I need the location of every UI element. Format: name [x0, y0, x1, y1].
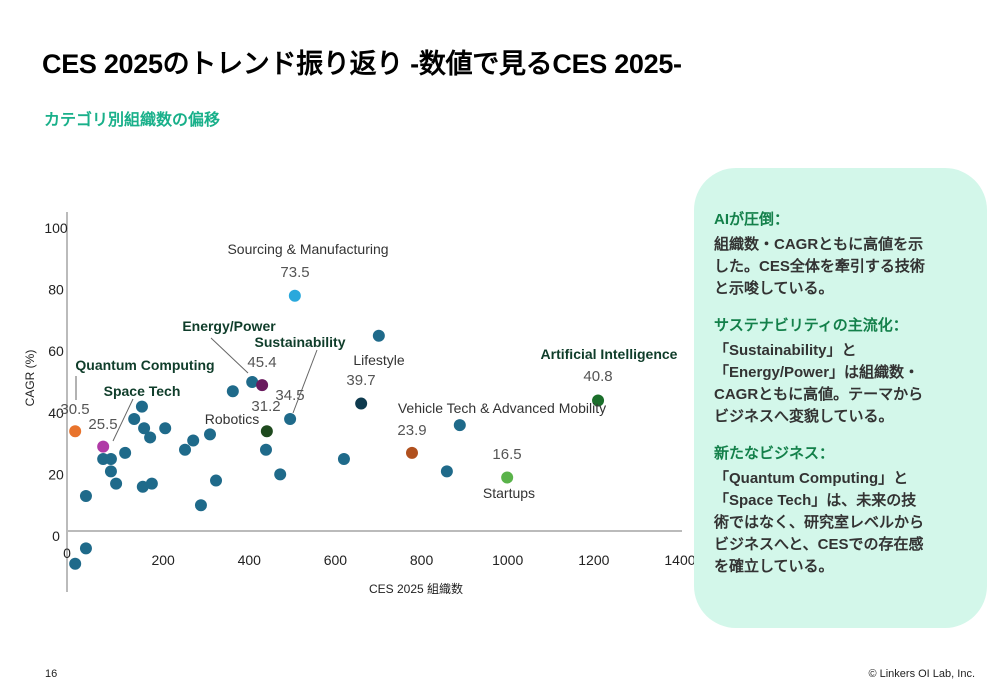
data-point [79, 489, 92, 502]
data-point [179, 443, 192, 456]
label-quantum: Quantum Computing [75, 357, 214, 373]
data-point [187, 434, 200, 447]
x-axis-title: CES 2025 組織数 [369, 581, 463, 596]
data-point [405, 446, 418, 459]
insight-heading: サステナビリティの主流化： [714, 317, 908, 334]
data-point [159, 422, 172, 435]
x-tick-label: 0 [63, 545, 71, 561]
value-lifestyle: 39.7 [346, 372, 375, 389]
value-sourcing: 73.5 [280, 264, 309, 281]
label-ai: Artificial Intelligence [541, 346, 678, 362]
value-ai: 40.8 [583, 368, 612, 385]
data-point [440, 465, 453, 478]
data-point [372, 329, 385, 342]
x-tick-label: 800 [410, 552, 434, 568]
x-tick-label: 1400 [664, 552, 695, 568]
x-tick-label: 200 [151, 552, 175, 568]
x-tick-label: 400 [238, 552, 262, 568]
x-tick-label: 1000 [492, 552, 523, 568]
data-point [259, 443, 272, 456]
data-point [256, 379, 269, 392]
label-sustainability: Sustainability [254, 334, 345, 350]
data-point [97, 440, 110, 453]
data-point [135, 400, 148, 413]
data-point [128, 412, 141, 425]
data-point [355, 397, 368, 410]
y-axis-title: CAGR (%) [23, 350, 37, 407]
data-point [592, 394, 605, 407]
data-point [288, 289, 301, 302]
data-point [104, 453, 117, 465]
insight-body: 「Sustainability」と 「Energy/Power」は組織数・ CA… [714, 342, 924, 425]
data-point [210, 474, 223, 487]
data-point [104, 465, 117, 478]
page-title: CES 2025のトレンド振り返り -数値で見るCES 2025- [42, 49, 682, 79]
data-point [136, 480, 149, 493]
data-point [260, 425, 273, 438]
label-lifestyle: Lifestyle [353, 352, 405, 368]
data-point [110, 477, 123, 490]
x-tick-label: 600 [324, 552, 348, 568]
value-sustainability: 34.5 [275, 387, 304, 404]
chart-subtitle: カテゴリ別組織数の偏移 [44, 112, 221, 129]
data-point [274, 468, 287, 481]
data-point [145, 477, 158, 490]
data-point [144, 431, 157, 444]
scatter-chart: 0 200 400 600 800 1000 1200 1400 0 20 40 60 80 100 C… [23, 212, 696, 596]
y-tick-label: 100 [44, 220, 68, 236]
y-tick-label: 0 [52, 528, 60, 544]
data-point [246, 376, 259, 388]
page-number: 16 [45, 668, 58, 680]
insight-body: 組織数・CAGRともに高値を示 した。CES全体を牽引する技術 と示唆している。 [714, 236, 925, 297]
data-point [203, 428, 216, 441]
data-point [69, 557, 82, 570]
data-point [79, 542, 92, 555]
data-point [337, 453, 350, 465]
data-point [194, 499, 207, 512]
y-tick-label: 80 [48, 282, 64, 298]
y-tick-label: 40 [48, 405, 64, 421]
label-vehicle: Vehicle Tech & Advanced Mobility [398, 400, 606, 416]
value-robotics: 31.2 [251, 398, 280, 415]
data-point [453, 419, 466, 432]
copyright: © Linkers OI Lab, Inc. [868, 668, 975, 680]
x-tick-label: 1200 [578, 552, 609, 568]
leader-line-space [112, 398, 134, 442]
value-space: 25.5 [88, 416, 117, 433]
data-point [284, 412, 297, 425]
value-quantum: 30.5 [60, 401, 89, 418]
label-startups: Startups [483, 485, 535, 501]
insight-heading: AIが圧倒： [714, 211, 790, 228]
insights-panel: AIが圧倒： 組織数・CAGRともに高値を示 した。CES全体を牽引する技術 と… [694, 168, 987, 628]
y-tick-label: 60 [48, 343, 64, 359]
label-sourcing: Sourcing & Manufacturing [227, 241, 388, 257]
label-robotics: Robotics [205, 411, 259, 427]
label-energy: Energy/Power [182, 318, 276, 334]
data-point [69, 425, 82, 438]
value-energy: 45.4 [247, 354, 276, 371]
data-point [226, 385, 239, 398]
y-tick-label: 20 [48, 466, 64, 482]
leader-line-sustainability [292, 349, 318, 414]
value-startups: 16.5 [492, 446, 521, 463]
data-point [501, 471, 514, 484]
data-point [138, 422, 151, 435]
leader-line-energy [210, 337, 249, 374]
label-space: Space Tech [104, 383, 181, 399]
insight-heading: 新たなビジネス： [714, 445, 835, 462]
insight-body: 「Quantum Computing」と 「Space Tech」は、未来の技 … [714, 470, 925, 575]
value-vehicle: 23.9 [397, 422, 426, 439]
data-point [119, 446, 132, 459]
